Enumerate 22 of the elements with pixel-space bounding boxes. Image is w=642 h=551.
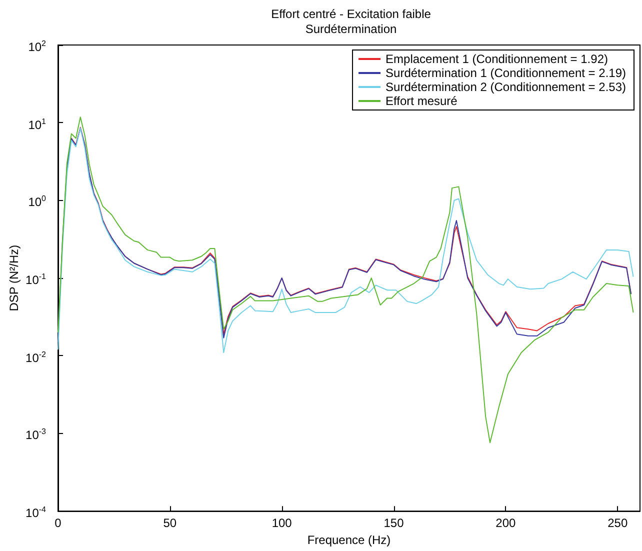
chart-title: Effort centré - Excitation faible [271, 7, 432, 21]
y-tick-label: 10$^{-2}$ [26, 348, 46, 365]
legend-label: Effort mesuré [386, 94, 458, 108]
y-axis-title: DSP (N²/Hz) [7, 244, 21, 312]
y-tick-label: 10$^{-4}$ [26, 504, 46, 520]
x-tick-label: 50 [163, 516, 177, 530]
chart-subtitle: Surdétermination [305, 22, 397, 36]
x-axis-title: Frequence (Hz) [307, 533, 391, 547]
x-tick-label: 200 [496, 516, 516, 530]
x-tick-label: 250 [608, 516, 628, 530]
y-tick-label: 10$^{1}$ [28, 116, 46, 132]
x-tick-label: 0 [54, 516, 62, 530]
y-tick-label: 10$^{2}$ [28, 38, 46, 54]
legend-label: Emplacement 1 (Conditionnement = 1.92) [386, 52, 608, 66]
y-tick-label: 10$^{-1}$ [26, 271, 46, 288]
legend-label: Surdétermination 1 (Conditionnement = 2.19) [386, 66, 626, 80]
line-series [58, 116, 634, 444]
x-tick-label: 100 [272, 516, 292, 530]
x-tick-label: 150 [384, 516, 404, 530]
legend-label: Surdétermination 2 (Conditionnement = 2.53) [386, 80, 626, 94]
y-tick-label: 10$^{-3}$ [26, 426, 46, 442]
y-tick-label: 10$^{0}$ [28, 193, 46, 210]
